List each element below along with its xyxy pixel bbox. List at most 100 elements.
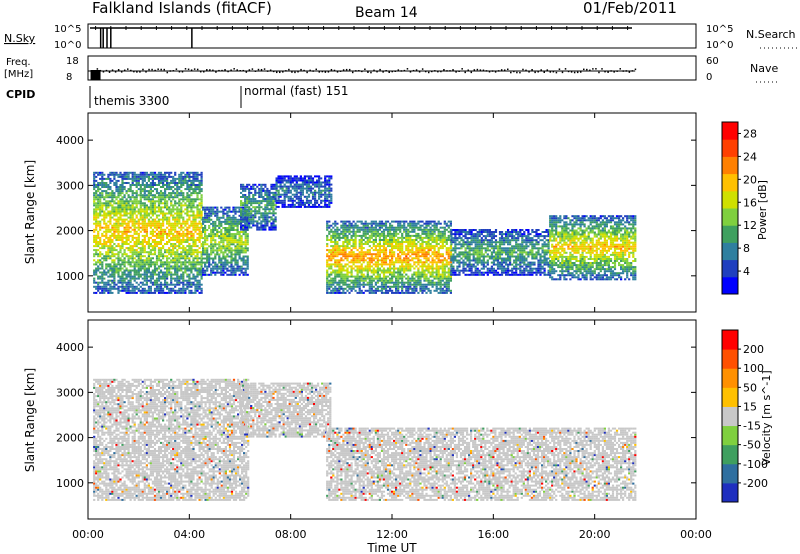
data-cell [182, 261, 185, 264]
data-cell [164, 277, 167, 280]
data-cell [196, 259, 199, 262]
data-cell [149, 188, 152, 191]
data-cell [256, 191, 259, 194]
data-cell [320, 199, 323, 202]
data-cell [99, 277, 102, 280]
data-cell [101, 247, 104, 250]
data-cell [338, 232, 341, 235]
data-cell [250, 185, 253, 188]
data-cell [216, 216, 219, 219]
data-cell [196, 239, 199, 241]
data-cell [121, 190, 124, 193]
data-cell [220, 235, 223, 238]
data-cell [182, 263, 185, 266]
data-cell [153, 188, 157, 191]
data-cell [109, 222, 112, 225]
data-cell [174, 263, 177, 266]
data-cell [212, 257, 215, 260]
data-cell [326, 195, 329, 198]
data-cell [360, 228, 363, 231]
data-cell [374, 232, 377, 235]
data-cell [135, 192, 138, 195]
data-cell [389, 241, 392, 243]
data-cell [198, 179, 201, 182]
data-cell [101, 196, 104, 199]
data-cell [178, 226, 181, 229]
data-cell [395, 257, 398, 260]
data-cell [178, 287, 181, 290]
data-cell [397, 239, 400, 241]
data-cell [252, 218, 255, 221]
data-cell [115, 253, 118, 256]
data-cell [166, 212, 169, 215]
data-cell [393, 283, 396, 286]
data-cell [188, 188, 191, 191]
data-cell [162, 184, 165, 186]
data-cell [258, 189, 261, 192]
data-cell [338, 249, 341, 252]
data-cell [157, 200, 161, 203]
data-cell [186, 269, 189, 272]
data-cell [389, 263, 392, 266]
data-cell [405, 269, 408, 272]
data-cell [382, 232, 386, 235]
data-cell [176, 275, 179, 278]
data-cell [393, 275, 396, 278]
data-cell [236, 267, 239, 270]
data-cell [295, 197, 298, 200]
data-cell [147, 285, 150, 288]
data-cell [117, 220, 120, 223]
data-cell [391, 279, 394, 282]
data-cell [192, 239, 195, 241]
data-cell [364, 289, 367, 292]
data-cell [151, 222, 154, 225]
data-cell [103, 283, 106, 286]
data-cell [200, 194, 203, 197]
data-cell [238, 249, 241, 252]
data-cell [380, 271, 384, 274]
data-cell [366, 243, 369, 245]
data-cell [141, 202, 144, 205]
data-cell [380, 261, 384, 264]
data-cell [403, 224, 406, 227]
data-cell [103, 177, 106, 180]
data-cell [250, 212, 253, 215]
data-cell [168, 186, 171, 188]
data-cell [182, 239, 185, 241]
data-cell [362, 273, 365, 276]
data-cell [340, 287, 343, 290]
data-cell [155, 281, 159, 284]
data-cell [133, 245, 136, 248]
data-cell [103, 216, 106, 219]
data-cell [164, 171, 167, 174]
data-cell [180, 177, 183, 180]
data-cell [111, 224, 114, 227]
data-cell [314, 199, 317, 202]
data-cell [336, 259, 339, 262]
data-cell [190, 236, 193, 239]
data-cell [109, 273, 112, 276]
data-cell [362, 247, 365, 250]
data-cell [242, 189, 245, 192]
data-cell [155, 222, 159, 225]
data-cell [188, 210, 191, 213]
data-cell [131, 179, 134, 182]
data-cell [362, 243, 365, 245]
data-cell [123, 212, 126, 215]
data-cell [151, 171, 154, 174]
data-cell [226, 216, 229, 219]
data-cell [370, 269, 373, 272]
data-cell [344, 226, 347, 229]
data-cell [93, 291, 96, 294]
data-cell [204, 261, 207, 264]
data-cell [129, 204, 132, 207]
data-cell [157, 259, 161, 262]
data-cell [246, 257, 249, 260]
data-cell [401, 236, 404, 239]
data-cell [376, 228, 379, 231]
data-cell [105, 202, 108, 205]
data-cell [407, 259, 410, 262]
data-cell [374, 255, 377, 258]
data-cell [238, 255, 241, 258]
data-cell [311, 187, 315, 190]
